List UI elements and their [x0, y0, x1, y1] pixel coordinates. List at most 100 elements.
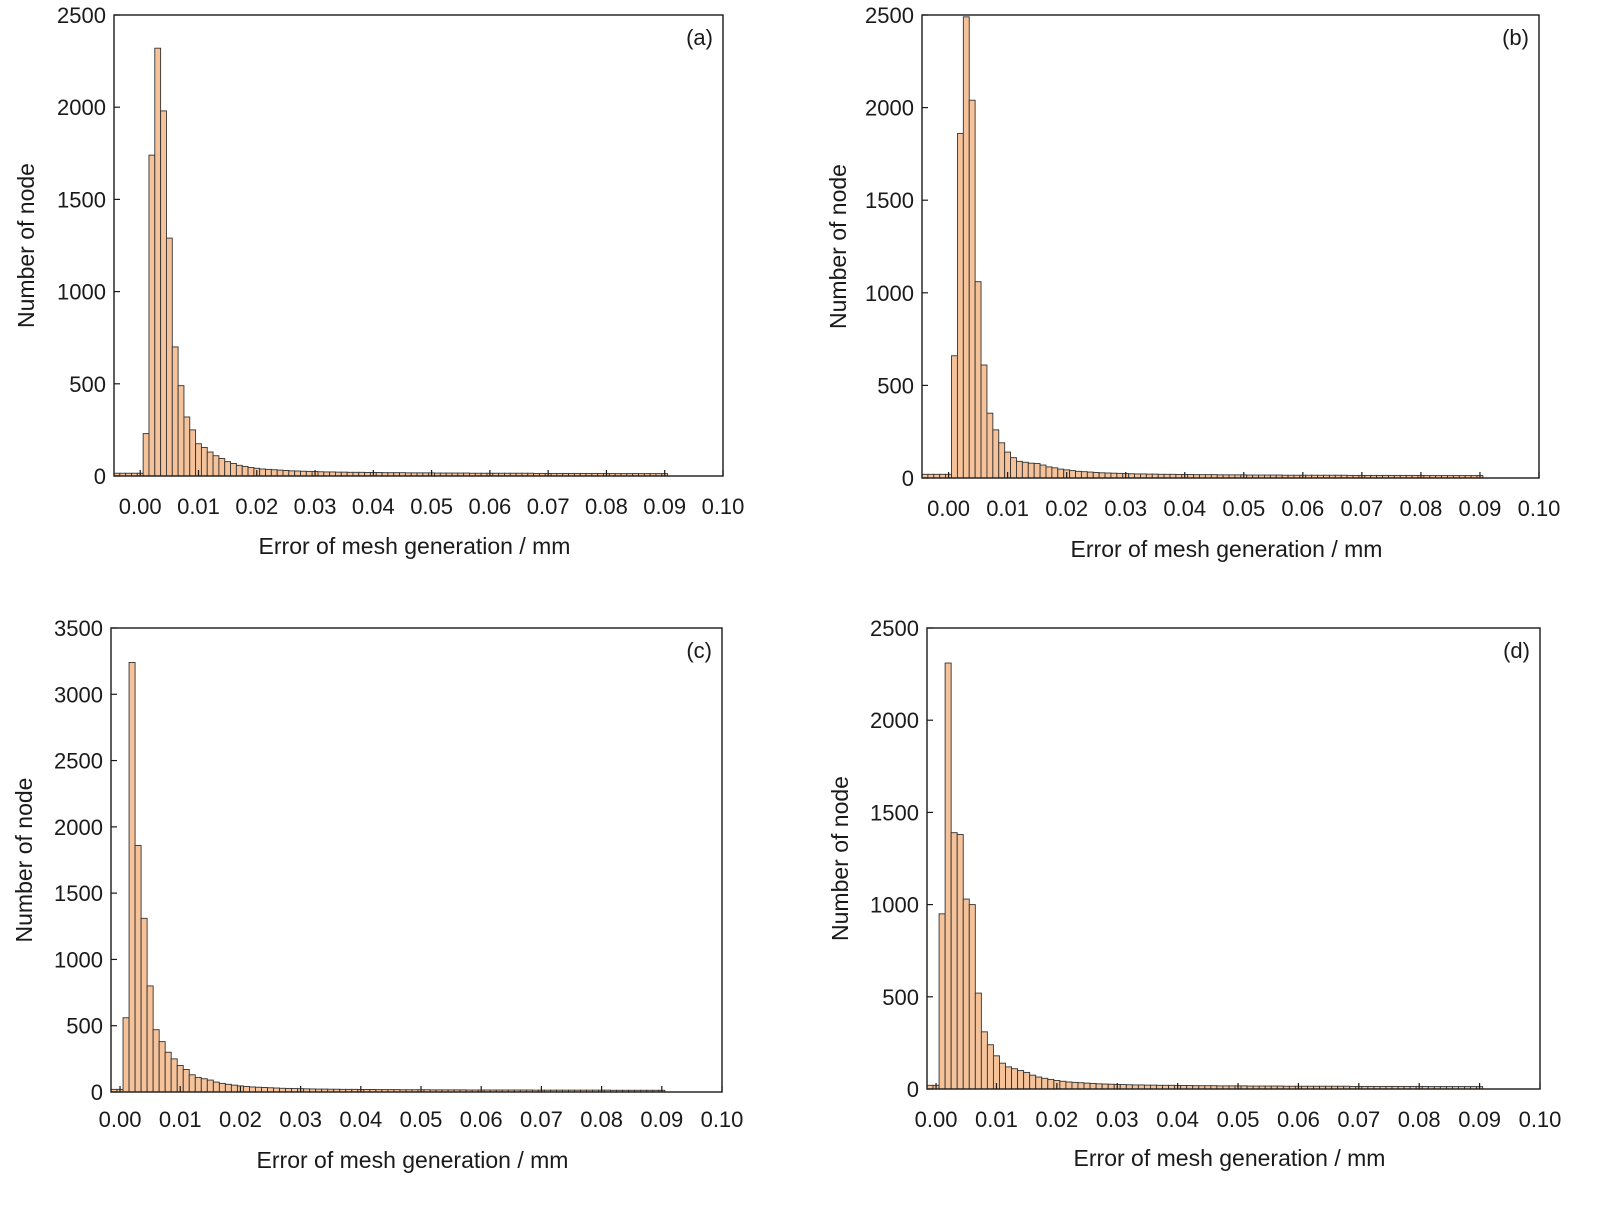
bar	[962, 898, 970, 1090]
y-tick-label: 0	[94, 464, 106, 489]
x-axis-label: Error of mesh generation / mm	[1074, 1145, 1386, 1171]
bar	[1035, 1076, 1043, 1090]
x-tick-label: 0.08	[1399, 496, 1442, 521]
bar	[1101, 1083, 1109, 1090]
bar	[142, 433, 150, 477]
y-tick-label: 3500	[54, 616, 103, 641]
bar	[265, 468, 272, 477]
x-tick-label: 0.02	[1035, 1107, 1078, 1132]
y-tick-label: 0	[907, 1077, 919, 1102]
bar	[1107, 1083, 1115, 1090]
bar	[980, 364, 988, 479]
bar	[1010, 457, 1017, 479]
bar	[224, 461, 232, 477]
bar	[1059, 1080, 1067, 1090]
x-tick-label: 0.03	[1104, 496, 1147, 521]
chart-panel-2: 0 500 1000 1500 2000 2500 0.00 0.01 0.02 0.03 0.04…	[825, 3, 1560, 562]
y-tick-label: 1000	[57, 280, 106, 305]
panel-label: (c)	[686, 638, 712, 663]
x-tick-label: 0.01	[986, 496, 1029, 521]
bar	[300, 470, 307, 477]
bar	[177, 385, 185, 477]
y-tick-label: 2500	[57, 3, 106, 28]
bar	[1075, 470, 1082, 479]
bar	[974, 281, 982, 479]
bar	[1110, 472, 1118, 479]
bar	[259, 468, 266, 477]
bar	[282, 470, 290, 477]
bar	[992, 429, 1000, 479]
y-axis-label: Number of node	[827, 776, 853, 941]
bar	[235, 464, 243, 477]
x-tick-label: 0.07	[1340, 496, 1383, 521]
y-tick-label: 1500	[870, 800, 919, 825]
bar	[122, 1017, 130, 1093]
y-tick-label: 2500	[870, 616, 919, 641]
bar	[962, 16, 970, 479]
bar	[164, 1051, 172, 1093]
x-tick-label: 0.09	[643, 494, 686, 519]
x-tick-label: 0.10	[702, 494, 745, 519]
y-tick-label: 2000	[54, 815, 103, 840]
bar	[968, 904, 976, 1090]
chart-panel-4: 0 500 1000 1500 2000 2500 0.00 0.01 0.02 0.03 0.04…	[827, 616, 1561, 1171]
y-tick-label: 500	[69, 372, 106, 397]
y-tick-label: 2500	[865, 3, 914, 28]
x-tick-label: 0.10	[701, 1107, 744, 1132]
bar	[218, 1082, 226, 1093]
bar	[974, 992, 982, 1090]
bar	[1017, 1070, 1025, 1090]
x-tick-label: 0.05	[1222, 496, 1265, 521]
plot-frame	[113, 14, 724, 477]
bar	[938, 913, 946, 1090]
bar	[247, 467, 255, 477]
x-tick-label: 0.06	[1277, 1107, 1320, 1132]
x-tick-label: 0.05	[410, 494, 453, 519]
x-tick-label: 0.08	[1398, 1107, 1441, 1132]
bar	[140, 917, 148, 1093]
bar	[294, 470, 301, 477]
x-tick-label: 0.03	[1096, 1107, 1139, 1132]
bar	[152, 1029, 160, 1093]
bar	[1089, 1083, 1097, 1090]
bar	[1045, 466, 1053, 479]
x-tick-label: 0.00	[119, 494, 162, 519]
y-tick-label: 1500	[865, 188, 914, 213]
panel-label: (a)	[686, 25, 713, 50]
bars	[113, 47, 669, 477]
x-tick-label: 0.10	[1518, 496, 1561, 521]
bar	[183, 416, 191, 477]
bar	[1077, 1082, 1085, 1090]
y-tick-label: 2500	[54, 749, 103, 774]
bar	[1080, 471, 1088, 479]
bar	[206, 1079, 214, 1093]
bar	[950, 832, 958, 1090]
bar	[1104, 472, 1112, 479]
bar	[1086, 471, 1094, 479]
bar	[146, 985, 154, 1093]
bar	[1027, 462, 1035, 479]
x-tick-label: 0.07	[1337, 1107, 1380, 1132]
bar	[956, 834, 964, 1090]
x-tick-label: 0.09	[1459, 496, 1502, 521]
bar	[248, 1086, 256, 1093]
y-tick-label: 2000	[57, 95, 106, 120]
bar	[1083, 1082, 1091, 1090]
bar	[986, 1044, 994, 1090]
bar	[1023, 1071, 1031, 1090]
x-tick-label: 0.10	[1519, 1107, 1562, 1132]
plot-frame	[921, 14, 1540, 479]
bar	[200, 446, 208, 477]
bar	[276, 469, 284, 477]
bar	[212, 455, 220, 477]
bar	[212, 1081, 220, 1093]
bar	[1021, 461, 1029, 479]
bar	[189, 429, 197, 477]
x-tick-label: 0.05	[400, 1107, 443, 1132]
bar	[1016, 460, 1023, 479]
bar	[230, 1084, 238, 1093]
x-tick-label: 0.01	[177, 494, 220, 519]
bar	[999, 1062, 1006, 1090]
y-tick-label: 1500	[54, 881, 103, 906]
bar	[194, 1076, 202, 1093]
